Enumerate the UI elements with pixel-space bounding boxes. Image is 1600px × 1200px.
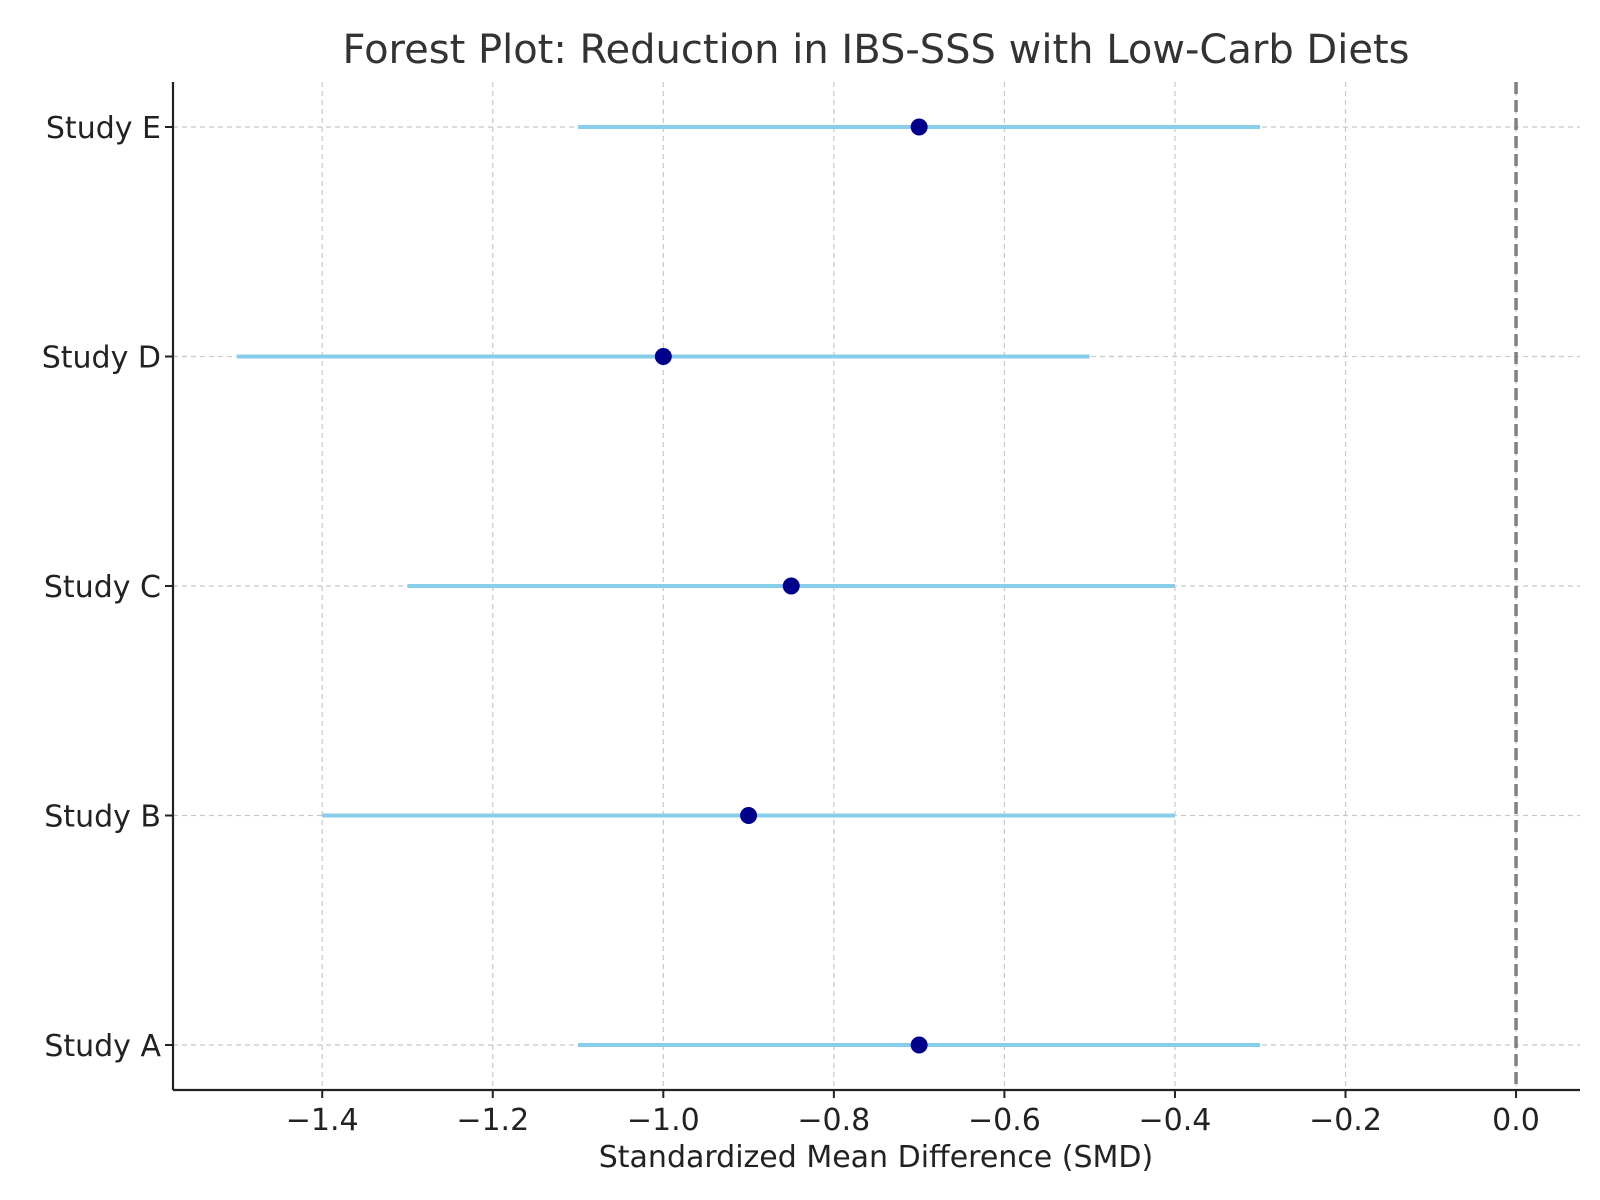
y-tick-label: Study A (44, 1029, 161, 1064)
x-tick-label: 0.0 (1492, 1103, 1540, 1138)
chart-title: Forest Plot: Reduction in IBS-SSS with L… (343, 27, 1410, 73)
x-tick-label: −0.6 (968, 1103, 1041, 1138)
point-estimate-study-a (910, 1036, 928, 1054)
point-estimate-study-d (654, 348, 672, 365)
y-tick-label: Study E (46, 111, 161, 146)
y-tick-label: Study B (44, 800, 161, 835)
x-axis-label: Standardized Mean Difference (SMD) (599, 1140, 1154, 1175)
x-tick-label: −1.0 (627, 1103, 700, 1138)
point-estimate-study-c (782, 577, 800, 595)
x-tick-label: −0.8 (797, 1103, 870, 1138)
tick-layer: −1.4 −1.2 −1.0 −0.8 −0.6 −0.4 −0.2 0.0 Study A St… (42, 111, 1540, 1138)
y-tick-label: Study D (42, 341, 161, 376)
y-tick-label: Study C (44, 570, 161, 605)
series-layer (236, 118, 1261, 1054)
point-estimate-study-b (740, 807, 758, 824)
point-estimate-study-e (910, 118, 928, 136)
x-tick-label: −1.2 (456, 1103, 529, 1138)
x-tick-label: −0.4 (1139, 1103, 1212, 1138)
x-tick-label: −1.4 (286, 1103, 359, 1138)
x-tick-label: −0.2 (1309, 1103, 1382, 1138)
